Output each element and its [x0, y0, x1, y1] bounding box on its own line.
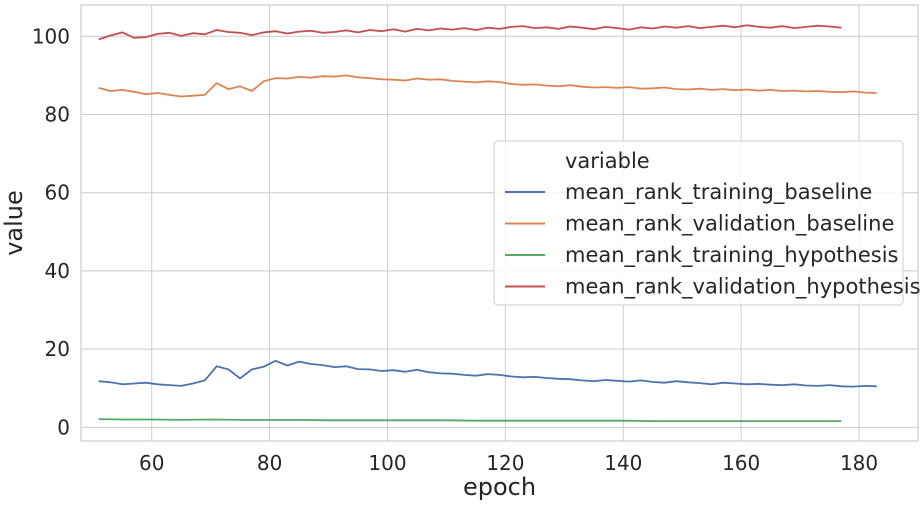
- plot-frame: [80, 4, 919, 442]
- series-line-mean-rank-training-baseline: [98, 359, 877, 388]
- x-axis-title: epoch: [463, 473, 536, 501]
- legend: variable mean_rank_training_baselinemean…: [493, 140, 921, 306]
- series-line-mean-rank-validation-hypothesis: [98, 24, 842, 41]
- x-tick-label: 140: [604, 451, 642, 475]
- legend-label: mean_rank_validation_baseline: [565, 212, 894, 237]
- x-tick-label: 80: [257, 451, 282, 475]
- y-tick-label: 0: [57, 415, 70, 439]
- x-tick-label: 100: [368, 451, 406, 475]
- series-layer: [98, 24, 877, 423]
- series-line-mean-rank-training-hypothesis: [98, 418, 842, 423]
- x-tick-label: 60: [139, 451, 164, 475]
- y-tick-label: 20: [45, 337, 70, 361]
- legend-entries: mean_rank_training_baseline mean_rank_val…: [505, 180, 921, 300]
- legend-title: variable: [565, 149, 650, 173]
- x-tick-label: 160: [722, 451, 760, 475]
- y-tick-labels: 0 20 40 60 80 100: [32, 24, 70, 439]
- legend-label: mean_rank_validation_hypothesis: [565, 275, 921, 300]
- y-tick-label: 40: [45, 259, 70, 283]
- series-line-mean-rank-validation-baseline: [98, 74, 877, 98]
- y-tick-label: 60: [45, 181, 70, 205]
- legend-box: [493, 140, 904, 306]
- x-tick-labels: 60 80 100 120 140 160 180: [139, 451, 878, 475]
- x-tick-label: 120: [486, 451, 524, 475]
- x-tick-label: 180: [840, 451, 878, 475]
- y-axis-title: value: [0, 190, 28, 256]
- y-tick-label: 100: [32, 24, 70, 48]
- y-tick-label: 80: [45, 102, 70, 126]
- legend-label: mean_rank_training_hypothesis: [565, 243, 898, 268]
- legend-label: mean_rank_training_baseline: [565, 180, 872, 205]
